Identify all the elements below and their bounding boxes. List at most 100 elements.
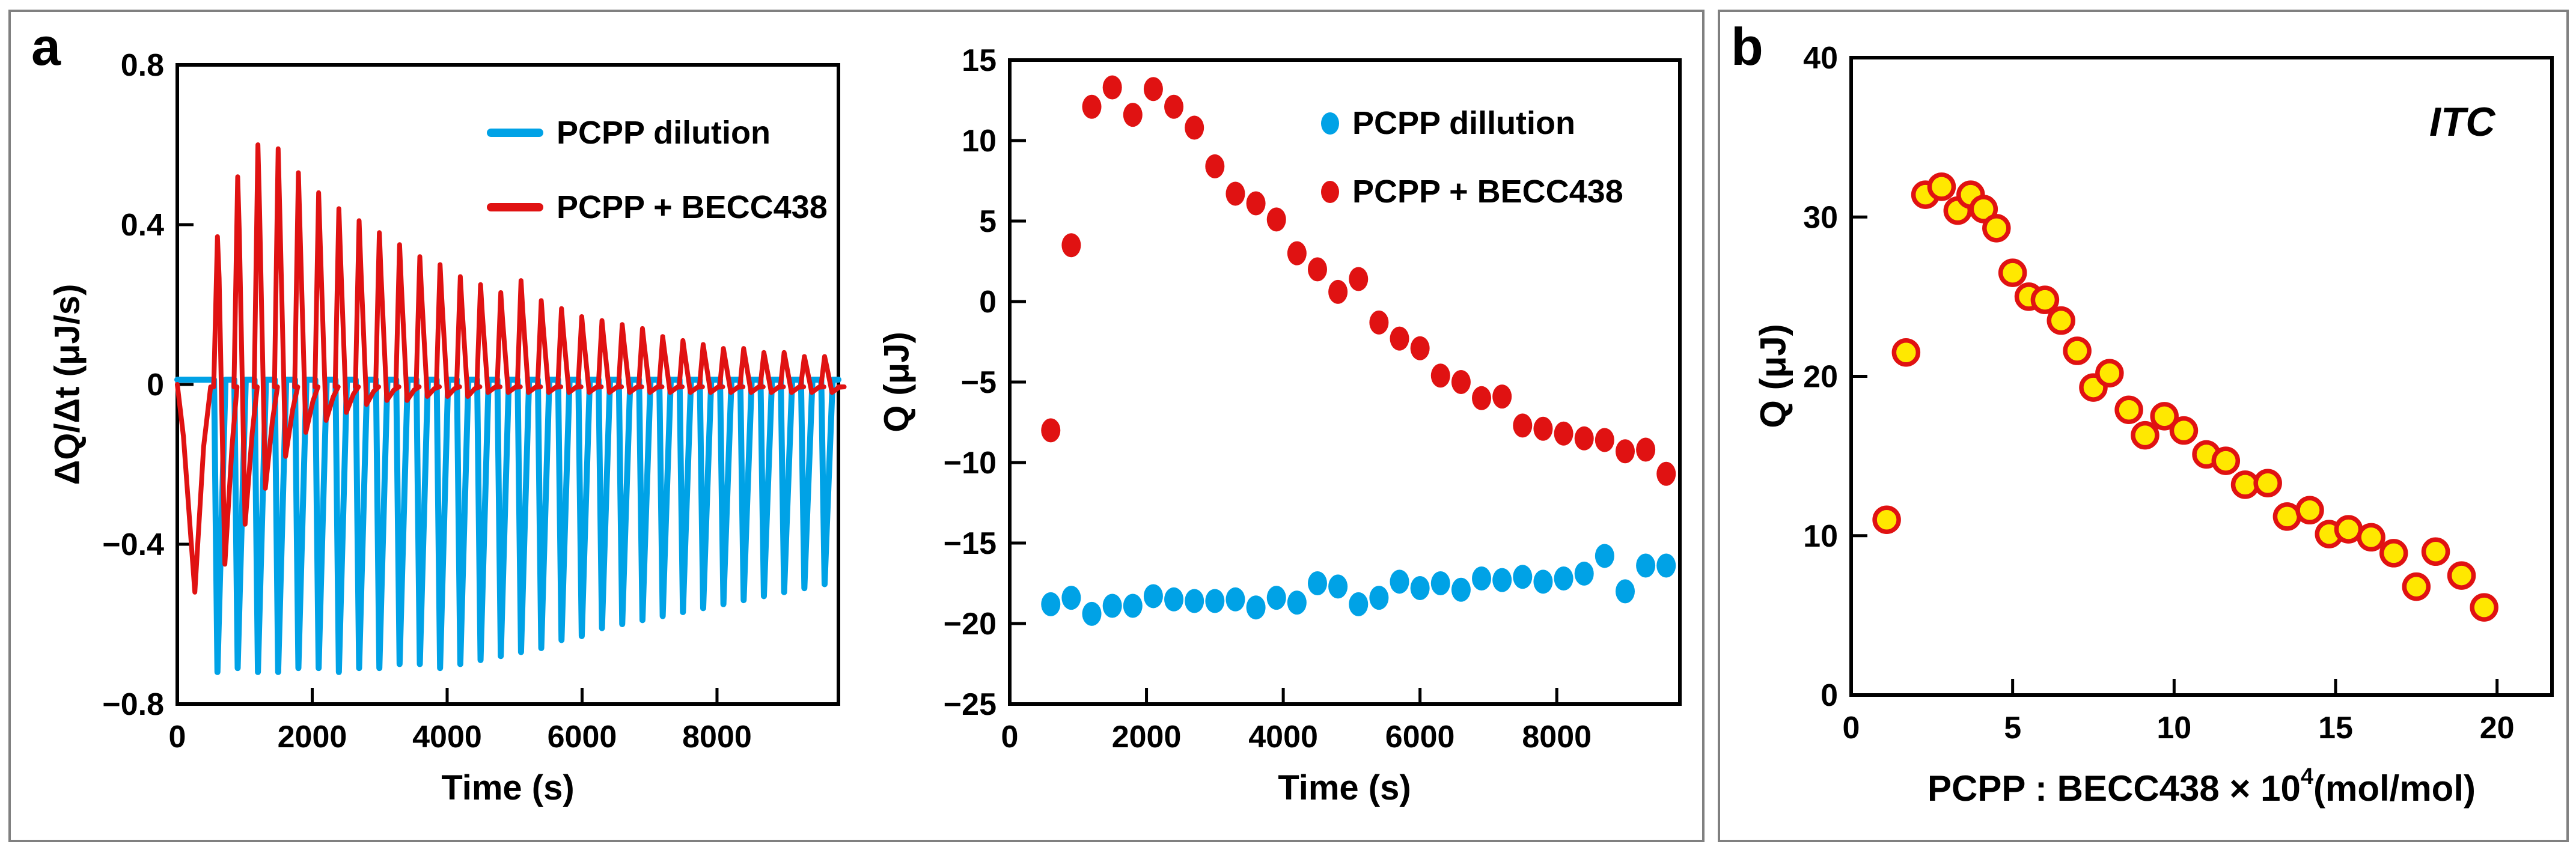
q-vs-time-point-pcpp-dillution [1513, 565, 1533, 589]
itc-binding-isotherm-y-tick-label: 20 [1803, 360, 1838, 395]
q-vs-time-x-axis-title: Time (s) [1278, 768, 1411, 807]
q-vs-time-point-pcpp-becc438 [1390, 326, 1409, 351]
pcpp-becc438-dot-swatch-icon [1321, 180, 1339, 203]
itc-point [2169, 416, 2199, 445]
panel-b-label: b [1731, 17, 1763, 76]
q-vs-time-y-tick-label: 10 [962, 124, 997, 159]
q-vs-time-point-pcpp-dillution [1307, 571, 1327, 595]
itc-point [2421, 537, 2450, 566]
q-vs-time-point-pcpp-becc438 [1636, 437, 1656, 462]
itc-point [2114, 395, 2143, 424]
q-vs-time-y-axis-title: Q (μJ) [877, 332, 917, 433]
itc-binding-isotherm-x-tick-label: 20 [2480, 711, 2515, 745]
q-vs-time-point-pcpp-dillution [1492, 568, 1512, 592]
q-vs-time-x-tick-label: 6000 [1385, 720, 1455, 754]
q-vs-time-x-tick-label: 8000 [1522, 720, 1592, 754]
q-vs-time-point-pcpp-dillution [1246, 595, 1266, 620]
itc-binding-isotherm-x-tick-label: 5 [2004, 711, 2021, 745]
thermogram-legend: PCPP dilution PCPP + BECC438 [487, 114, 828, 226]
q-vs-time-point-pcpp-dillution [1656, 553, 1676, 578]
itc-binding-isotherm-y-tick-label: 10 [1803, 519, 1838, 554]
legend-item-pcpp-becc438: PCPP + BECC438 [487, 189, 828, 226]
q-vs-time-x-tick-label: 2000 [1112, 720, 1182, 754]
q-vs-time-point-pcpp-dillution [1595, 544, 1614, 568]
thermogram-y-axis-title: ΔQ/Δt (μJ/s) [47, 284, 87, 485]
q-vs-time-point-pcpp-becc438 [1266, 207, 1286, 232]
q-vs-time-point-pcpp-dillution [1205, 589, 1225, 613]
q-vs-time-point-pcpp-becc438 [1430, 363, 1450, 388]
q-vs-time-point-pcpp-becc438 [1472, 386, 1492, 410]
itc-point [2063, 336, 2092, 365]
q-vs-time-point-pcpp-dillution [1041, 592, 1061, 616]
q-vs-time-point-pcpp-dillution [1328, 574, 1348, 599]
q-vs-time-point-pcpp-becc438 [1205, 154, 1225, 178]
q-vs-time-point-pcpp-becc438 [1513, 413, 1533, 438]
itc-point [2447, 561, 2476, 590]
q-vs-time-x-tick-label: 0 [1001, 720, 1019, 754]
isotherm-x-axis-title-suffix: (mol/mol) [2313, 768, 2476, 809]
q-vs-time-point-pcpp-dillution [1615, 579, 1635, 604]
q-vs-time-point-pcpp-becc438 [1328, 279, 1348, 304]
pcpp-becc438-line-swatch-icon [487, 203, 543, 211]
itc-binding-isotherm-y-tick-label: 0 [1821, 678, 1838, 713]
q-vs-time-point-pcpp-dillution [1636, 553, 1656, 578]
itc-binding-isotherm-plot-border [1849, 56, 2554, 697]
thermogram-y-tick-label: 0.4 [121, 208, 164, 243]
legend-label-pcpp-dillution: PCPP dillution [1352, 105, 1576, 141]
legend-item-pcpp-dillution: PCPP dillution [1321, 105, 1623, 142]
itc-point [2379, 539, 2408, 568]
itc-point [2402, 572, 2431, 601]
q-vs-time-point-pcpp-becc438 [1349, 267, 1369, 291]
q-vs-time-y-tick-label: −20 [944, 607, 997, 642]
itc-point [2357, 523, 2385, 552]
isotherm-y-axis-title: Q (μJ) [1753, 324, 1793, 428]
legend-label-pcpp-becc438: PCPP + BECC438 [557, 189, 828, 225]
q-vs-time-point-pcpp-becc438 [1102, 75, 1122, 100]
itc-point [2211, 446, 2241, 475]
q-vs-time-legend: PCPP dillution PCPP + BECC438 [1321, 105, 1623, 210]
q-vs-time-point-pcpp-becc438 [1082, 94, 1102, 119]
q-vs-time-point-pcpp-becc438 [1656, 461, 1676, 486]
itc-binding-isotherm-x-tick-label: 15 [2318, 711, 2353, 745]
q-vs-time-point-pcpp-dillution [1287, 590, 1307, 615]
q-vs-time-point-pcpp-becc438 [1246, 191, 1266, 216]
itc-binding-isotherm-y-tick-label: 30 [1803, 200, 1838, 235]
thermogram-x-axis-title: Time (s) [441, 768, 575, 807]
q-vs-time-point-pcpp-dillution [1554, 566, 1573, 590]
q-vs-time-point-pcpp-becc438 [1615, 439, 1635, 464]
q-vs-time-y-tick-label: −10 [944, 446, 997, 481]
itc-point [1969, 195, 1998, 223]
itc-point [2030, 285, 2060, 314]
itc-point [1998, 258, 2027, 287]
itc-point [2131, 420, 2159, 450]
q-vs-time-point-pcpp-dillution [1349, 592, 1369, 616]
q-vs-time-y-tick-label: −5 [961, 365, 997, 400]
thermogram-y-tick-label: 0 [147, 368, 164, 402]
q-vs-time-point-pcpp-becc438 [1307, 257, 1327, 282]
q-vs-time-point-pcpp-dillution [1266, 586, 1286, 610]
legend-label-pcpp-dilution: PCPP dilution [557, 115, 771, 151]
q-vs-time-point-pcpp-becc438 [1410, 336, 1430, 360]
thermogram-y-tick-label: −0.8 [102, 687, 164, 722]
q-vs-time-point-pcpp-becc438 [1143, 77, 1163, 102]
q-vs-time-point-pcpp-becc438 [1225, 181, 1245, 206]
q-vs-time-y-tick-label: 5 [979, 204, 997, 239]
q-vs-time-point-pcpp-becc438 [1492, 384, 1512, 409]
q-vs-time-point-pcpp-dillution [1185, 589, 1204, 613]
thermogram-x-tick-label: 8000 [682, 720, 752, 754]
itc-point [1982, 214, 2011, 243]
itc-point [2272, 502, 2302, 531]
q-vs-time-point-pcpp-becc438 [1369, 310, 1389, 335]
q-vs-time-point-pcpp-becc438 [1574, 426, 1594, 451]
isotherm-x-axis-title-exponent: 4 [2300, 764, 2314, 789]
panel-a-label: a [31, 17, 61, 76]
thermogram-x-tick-label: 6000 [548, 720, 617, 754]
itc-binding-isotherm-y-tick-label: 40 [1803, 41, 1838, 76]
q-vs-time-point-pcpp-becc438 [1061, 233, 1081, 258]
itc-point [2046, 306, 2076, 335]
itc-annotation: ITC [2429, 99, 2495, 145]
q-vs-time-point-pcpp-dillution [1061, 586, 1081, 610]
thermogram-y-tick-label: −0.4 [102, 527, 164, 562]
q-vs-time-point-pcpp-dillution [1472, 566, 1492, 590]
thermogram-x-tick-label: 0 [169, 720, 186, 754]
